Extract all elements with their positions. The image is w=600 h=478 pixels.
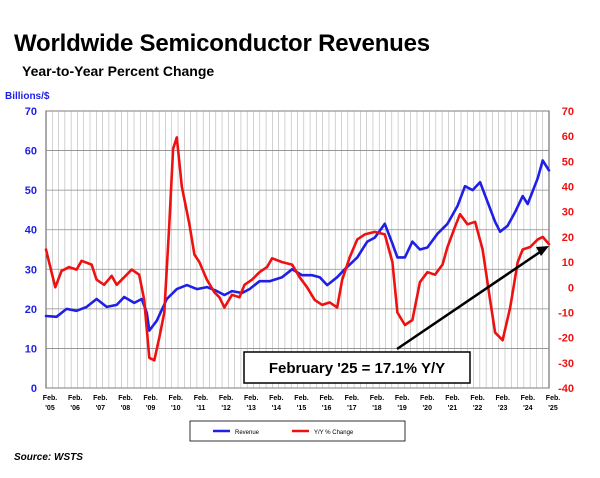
right-tick-label: 0 xyxy=(568,282,574,294)
right-tick-label: -20 xyxy=(558,333,574,345)
grid-lines xyxy=(46,110,549,389)
x-tick-label-month: Feb. xyxy=(395,395,409,402)
x-tick-label-year: '22 xyxy=(473,405,483,412)
annotation-text: February '25 = 17.1% Y/Y xyxy=(269,360,445,377)
x-tick-label-year: '10 xyxy=(171,405,181,412)
x-tick-label-year: '07 xyxy=(96,405,106,412)
left-tick-label: 60 xyxy=(25,146,37,158)
right-tick-label: 70 xyxy=(562,106,574,118)
chart-subtitle: Year-to-Year Percent Change xyxy=(22,63,215,79)
x-tick-label-month: Feb. xyxy=(219,395,233,402)
x-tick-label-month: Feb. xyxy=(143,395,157,402)
right-tick-label: 30 xyxy=(562,207,574,219)
x-tick-label-year: '11 xyxy=(196,405,205,412)
right-axis-ticks: -40 -30 -20 -10 0 10 20 30 40 50 60 70 xyxy=(558,106,574,395)
x-tick-label-month: Feb. xyxy=(118,395,132,402)
right-tick-label: 20 xyxy=(562,232,574,244)
x-tick-label-year: '24 xyxy=(523,405,533,412)
source-note: Source: WSTS xyxy=(14,452,83,463)
x-tick-label-month: Feb. xyxy=(345,395,359,402)
x-tick-label-month: Feb. xyxy=(470,395,484,402)
series-lines xyxy=(44,136,551,362)
right-tick-label: 50 xyxy=(562,156,574,168)
x-tick-label-year: '17 xyxy=(347,405,357,412)
x-tick-label-year: '05 xyxy=(45,405,55,412)
right-tick-label: 10 xyxy=(562,257,574,269)
series-revenue-line xyxy=(44,159,551,332)
annotation-box xyxy=(243,351,471,384)
x-tick-label-month: Feb. xyxy=(420,395,434,402)
x-tick-label-month: Feb. xyxy=(445,395,459,402)
x-tick-label-month: Feb. xyxy=(68,395,82,402)
x-tick-label-year: '09 xyxy=(146,405,156,412)
legend-revenue-label: Revenue xyxy=(235,430,260,436)
x-tick-label-year: '19 xyxy=(397,405,407,412)
x-tick-label-month: Feb. xyxy=(546,395,560,402)
left-tick-label: 10 xyxy=(25,343,37,355)
x-tick-label-month: Feb. xyxy=(294,395,308,402)
right-tick-label: -10 xyxy=(558,307,574,319)
x-tick-label-year: '08 xyxy=(121,405,131,412)
x-tick-label-month: Feb. xyxy=(93,395,107,402)
x-tick-label-year: '13 xyxy=(246,405,256,412)
left-tick-label: 70 xyxy=(25,106,37,118)
x-tick-label-month: Feb. xyxy=(269,395,283,402)
x-tick-label-month: Feb. xyxy=(244,395,258,402)
x-tick-label-year: '14 xyxy=(272,405,282,412)
annotation-arrow-line xyxy=(396,248,544,351)
y-axis-label: Billions/$ xyxy=(5,91,50,102)
left-axis-ticks: 0 10 20 30 40 50 60 70 xyxy=(25,106,37,395)
x-tick-label-year: '18 xyxy=(372,405,382,412)
right-tick-label: -30 xyxy=(558,358,574,370)
x-tick-label-month: Feb. xyxy=(521,395,535,402)
right-tick-label: 60 xyxy=(562,131,574,143)
x-tick-label-year: '06 xyxy=(70,405,80,412)
right-tick-label: -40 xyxy=(558,383,574,395)
left-tick-label: 0 xyxy=(31,383,37,395)
legend-yy-label: Y/Y % Change xyxy=(314,430,354,436)
left-tick-label: 20 xyxy=(25,304,37,316)
x-tick-label-year: '16 xyxy=(322,405,332,412)
x-tick-label-month: Feb. xyxy=(194,395,208,402)
x-tick-label-year: '21 xyxy=(448,405,458,412)
chart-title: Worldwide Semiconductor Revenues xyxy=(14,30,430,57)
x-tick-label-month: Feb. xyxy=(43,395,57,402)
x-tick-label-month: Feb. xyxy=(319,395,333,402)
x-tick-label-year: '23 xyxy=(498,405,508,412)
left-tick-label: 50 xyxy=(25,185,37,197)
x-tick-label-month: Feb. xyxy=(370,395,384,402)
x-tick-label-month: Feb. xyxy=(169,395,183,402)
annotation-arrowhead xyxy=(536,246,549,256)
right-tick-label: 40 xyxy=(562,182,574,194)
left-tick-label: 30 xyxy=(25,264,37,276)
x-axis-ticks: Feb. '05 Feb. '06 Feb. '07 Feb. '08 Feb. '09 Feb. '… xyxy=(43,395,560,412)
legend: Revenue Y/Y % Change xyxy=(189,420,406,442)
series-yy-change-line xyxy=(44,136,551,362)
x-tick-label-year: '25 xyxy=(548,405,558,412)
x-tick-label-year: '20 xyxy=(423,405,433,412)
x-tick-label-year: '15 xyxy=(297,405,307,412)
left-tick-label: 40 xyxy=(25,225,37,237)
x-tick-label-month: Feb. xyxy=(496,395,510,402)
x-tick-label-year: '12 xyxy=(221,405,231,412)
